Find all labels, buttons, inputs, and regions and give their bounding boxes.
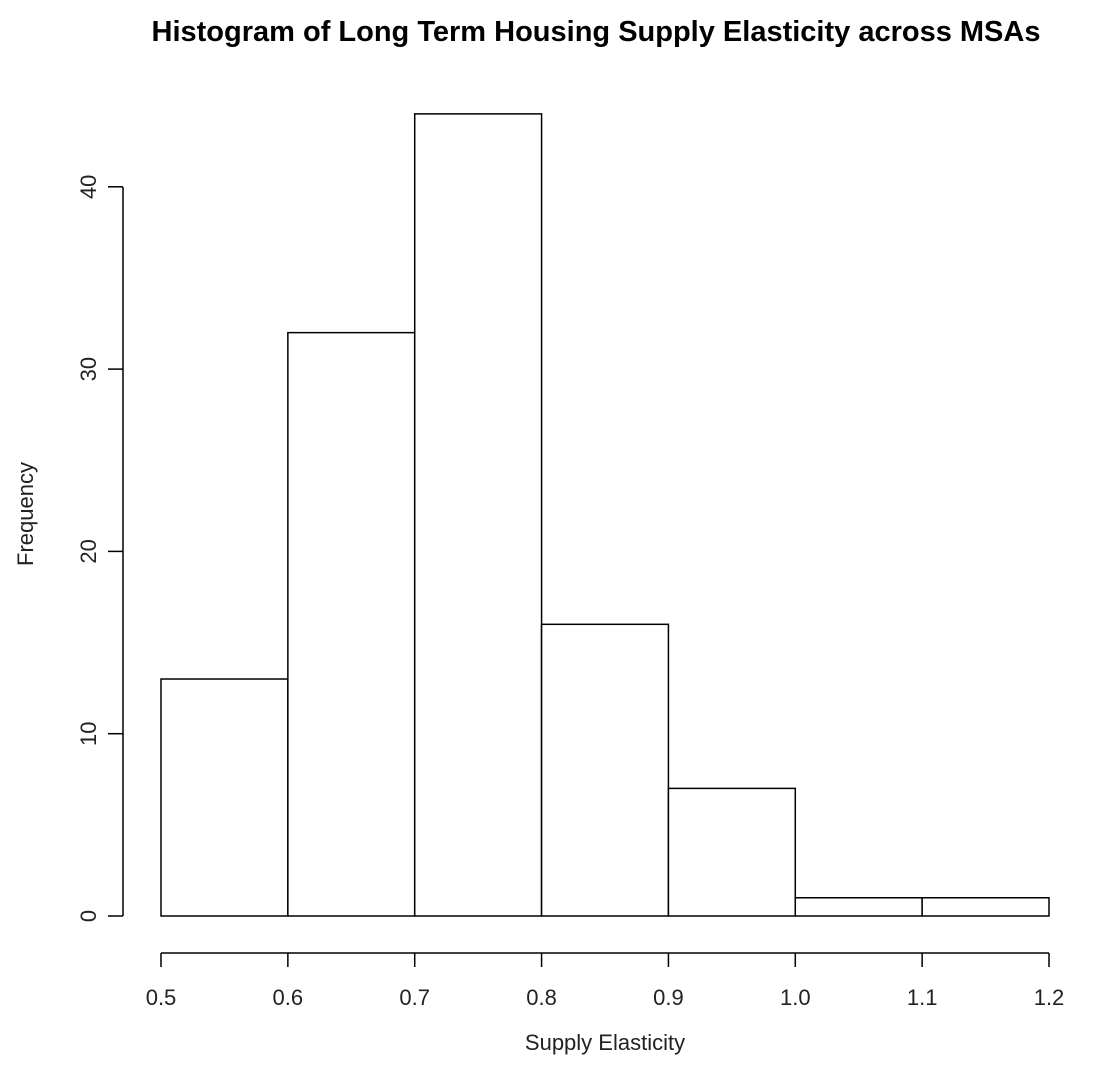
x-tick-label-1: 0.6 (273, 985, 304, 1010)
y-tick-label-2: 20 (76, 539, 101, 563)
y-axis: 0 10 20 30 40 (76, 175, 124, 922)
x-tick-label-0: 0.5 (146, 985, 177, 1010)
histogram-bar-2 (413, 113, 543, 917)
histogram-bar-6 (921, 897, 1050, 917)
histogram-bar-0 (160, 678, 289, 917)
y-tick-label-3: 30 (76, 357, 101, 381)
y-tick-label-0: 0 (76, 910, 101, 922)
x-tick-label-3: 0.8 (526, 985, 557, 1010)
x-axis: 0.5 0.6 0.7 0.8 0.9 1.0 1.1 1.2 (146, 952, 1065, 1010)
x-tick-label-4: 0.9 (653, 985, 684, 1010)
histogram-bar-3 (540, 623, 670, 917)
x-tick-label-2: 0.7 (399, 985, 430, 1010)
y-axis-label: Frequency (13, 462, 38, 566)
histogram-bar-1 (287, 331, 416, 917)
chart-title: Histogram of Long Term Housing Supply El… (152, 16, 1041, 48)
x-tick-label-6: 1.1 (907, 985, 938, 1010)
y-tick-label-4: 40 (76, 175, 101, 199)
bars-group (160, 113, 1050, 917)
histogram-bar-4 (667, 787, 797, 917)
y-tick-label-1: 10 (76, 721, 101, 745)
x-axis-label: Supply Elasticity (525, 1030, 685, 1055)
histogram-bar-5 (794, 897, 923, 917)
x-tick-label-7: 1.2 (1034, 985, 1065, 1010)
x-tick-label-5: 1.0 (780, 985, 811, 1010)
